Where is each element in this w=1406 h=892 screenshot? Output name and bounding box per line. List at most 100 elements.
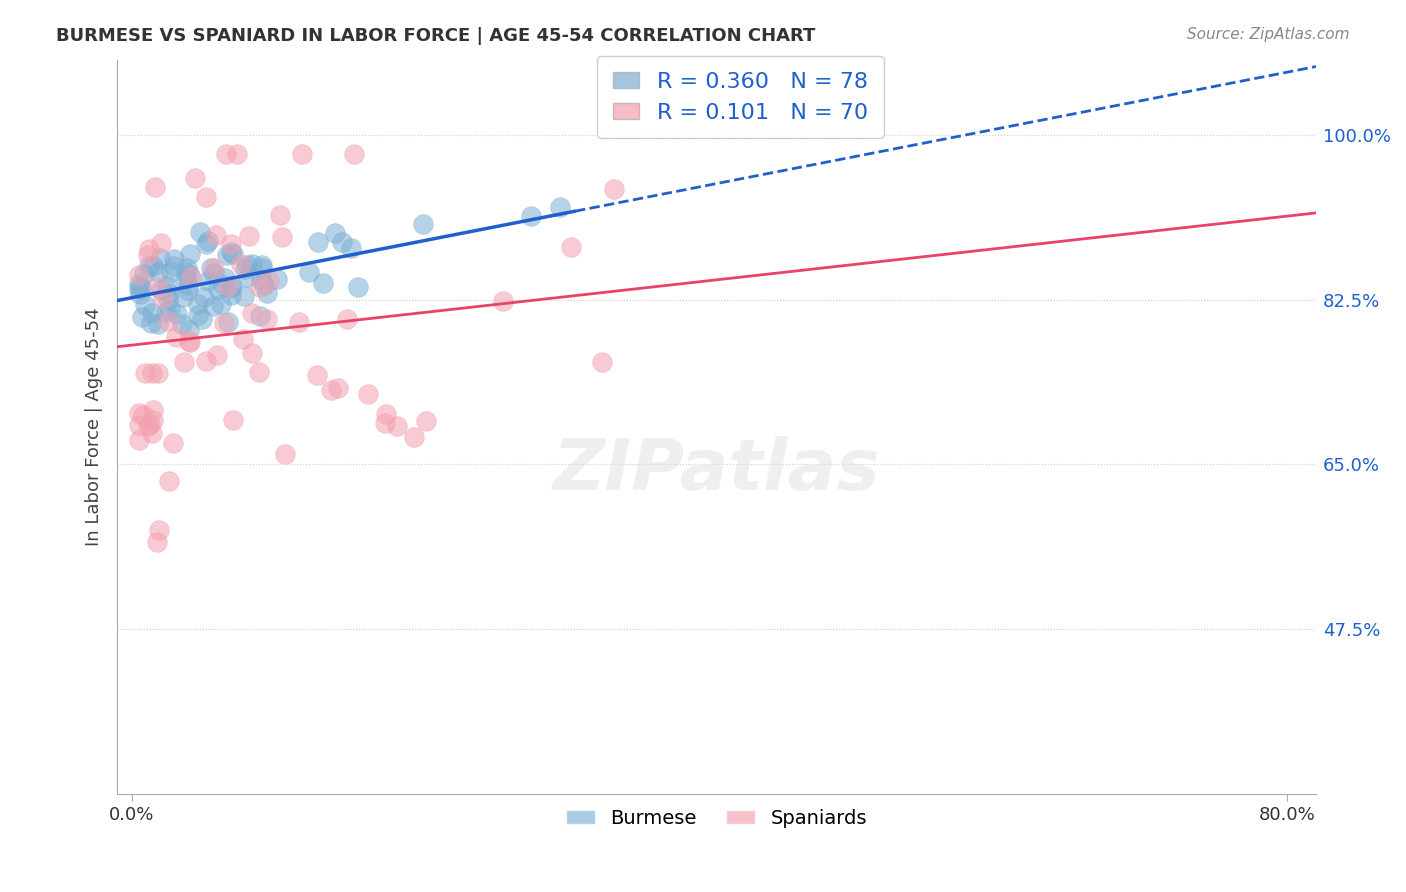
Point bbox=[256, 311, 278, 326]
Point bbox=[250, 271, 273, 285]
Point bbox=[195, 354, 218, 368]
Y-axis label: In Labor Force | Age 45-54: In Labor Force | Age 45-54 bbox=[86, 308, 103, 546]
Point bbox=[128, 406, 150, 420]
Point bbox=[312, 276, 335, 290]
Point bbox=[177, 283, 200, 297]
Point bbox=[142, 413, 165, 427]
Point bbox=[197, 274, 219, 288]
Point bbox=[132, 267, 155, 281]
Point bbox=[217, 314, 239, 328]
Point bbox=[134, 298, 156, 312]
Point bbox=[129, 286, 152, 301]
Point bbox=[149, 252, 172, 266]
Point bbox=[520, 209, 543, 223]
Point bbox=[128, 268, 150, 282]
Text: BURMESE VS SPANIARD IN LABOR FORCE | AGE 45-54 CORRELATION CHART: BURMESE VS SPANIARD IN LABOR FORCE | AGE… bbox=[56, 27, 815, 45]
Text: ZIPatlas: ZIPatlas bbox=[553, 436, 880, 506]
Point bbox=[339, 241, 361, 255]
Point bbox=[492, 293, 515, 308]
Point bbox=[240, 306, 263, 320]
Point bbox=[143, 180, 166, 194]
Point bbox=[139, 417, 162, 432]
Point bbox=[146, 366, 169, 380]
Legend: Burmese, Spaniards: Burmese, Spaniards bbox=[558, 801, 875, 836]
Point bbox=[159, 301, 181, 316]
Point bbox=[256, 285, 278, 300]
Point bbox=[287, 314, 309, 328]
Point bbox=[250, 258, 273, 272]
Point bbox=[159, 285, 181, 300]
Point bbox=[238, 270, 260, 285]
Point bbox=[274, 447, 297, 461]
Point bbox=[217, 279, 239, 293]
Point bbox=[163, 260, 186, 274]
Point bbox=[166, 307, 188, 321]
Point bbox=[253, 278, 276, 293]
Point bbox=[156, 279, 179, 293]
Point bbox=[155, 304, 177, 318]
Point bbox=[548, 200, 571, 214]
Point bbox=[190, 225, 212, 239]
Point bbox=[290, 146, 312, 161]
Point bbox=[187, 297, 209, 311]
Point bbox=[221, 245, 243, 260]
Point bbox=[152, 291, 174, 305]
Point bbox=[146, 318, 169, 332]
Point bbox=[232, 289, 254, 303]
Point bbox=[194, 237, 217, 252]
Point bbox=[157, 293, 180, 307]
Point bbox=[207, 282, 229, 296]
Point bbox=[174, 272, 197, 286]
Point bbox=[148, 523, 170, 537]
Point bbox=[247, 365, 270, 379]
Point bbox=[128, 433, 150, 447]
Point bbox=[162, 435, 184, 450]
Point bbox=[343, 146, 366, 161]
Point bbox=[221, 279, 243, 293]
Point bbox=[138, 242, 160, 256]
Point bbox=[179, 323, 201, 337]
Point bbox=[269, 208, 291, 222]
Point bbox=[236, 258, 259, 272]
Point bbox=[212, 278, 235, 293]
Point bbox=[219, 237, 242, 252]
Point bbox=[259, 274, 281, 288]
Point bbox=[128, 277, 150, 291]
Point bbox=[141, 306, 163, 320]
Point bbox=[172, 290, 194, 304]
Point bbox=[591, 354, 613, 368]
Point bbox=[205, 228, 228, 243]
Point bbox=[131, 310, 153, 325]
Point bbox=[222, 247, 245, 261]
Point bbox=[180, 269, 202, 284]
Point bbox=[374, 407, 396, 421]
Point bbox=[141, 426, 163, 441]
Point bbox=[201, 299, 224, 313]
Point bbox=[202, 267, 225, 281]
Point bbox=[160, 265, 183, 279]
Point bbox=[326, 381, 349, 395]
Point bbox=[231, 257, 253, 271]
Point bbox=[128, 282, 150, 296]
Point bbox=[193, 290, 215, 304]
Point bbox=[214, 270, 236, 285]
Point bbox=[191, 312, 214, 326]
Point bbox=[156, 313, 179, 327]
Point bbox=[136, 418, 159, 433]
Point bbox=[298, 265, 321, 279]
Point bbox=[187, 308, 209, 322]
Point bbox=[415, 414, 437, 428]
Point bbox=[266, 272, 288, 286]
Point bbox=[177, 267, 200, 281]
Point bbox=[305, 368, 328, 383]
Point bbox=[157, 474, 180, 488]
Point bbox=[209, 297, 232, 311]
Point bbox=[149, 283, 172, 297]
Point bbox=[184, 170, 207, 185]
Point bbox=[214, 316, 236, 330]
Point bbox=[219, 281, 242, 295]
Point bbox=[271, 230, 294, 244]
Point bbox=[174, 266, 197, 280]
Point bbox=[232, 332, 254, 346]
Point bbox=[319, 384, 342, 398]
